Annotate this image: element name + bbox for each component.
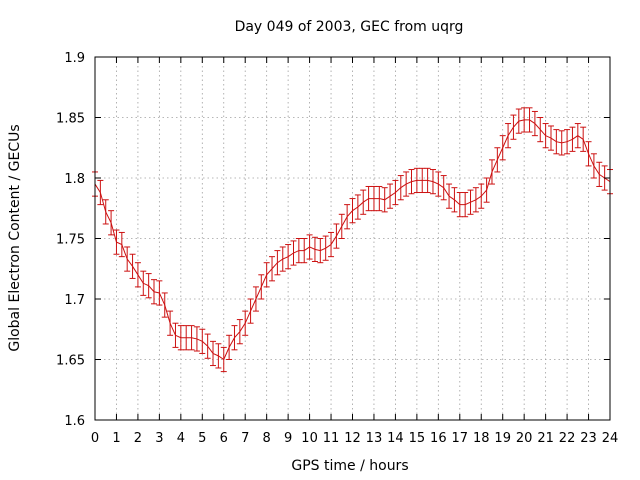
y-tick-label: 1.65 [56, 354, 85, 369]
axis-layer: 0 1 2 3 4 5 6 7 8 9 10 11 12 13 14 15 16 17 18 19 20 21 22 23 24… [56, 51, 618, 446]
x-tick-label: 9 [284, 431, 292, 446]
y-tick-label: 1.6 [64, 414, 85, 429]
x-tick-label: 8 [263, 431, 271, 446]
x-tick-label: 24 [602, 431, 619, 446]
x-tick-label: 5 [198, 431, 206, 446]
x-tick-label: 19 [494, 431, 511, 446]
x-tick-label: 13 [366, 431, 383, 446]
x-tick-label: 18 [473, 431, 490, 446]
x-tick-label: 10 [301, 431, 318, 446]
y-tick-label: 1.85 [56, 112, 85, 127]
grid-layer [95, 57, 610, 420]
x-tick-label: 11 [323, 431, 340, 446]
x-tick-label: 21 [537, 431, 554, 446]
x-tick-label: 17 [452, 431, 469, 446]
x-tick-label: 6 [220, 431, 228, 446]
x-tick-label: 7 [241, 431, 249, 446]
y-tick-label: 1.8 [64, 172, 85, 187]
x-tick-label: 14 [387, 431, 404, 446]
x-tick-label: 0 [91, 431, 99, 446]
y-axis-title: Global Electron Content / GECUs [7, 124, 23, 351]
x-tick-label: 4 [177, 431, 185, 446]
x-axis-title: GPS time / hours [291, 458, 408, 474]
x-tick-label: 22 [559, 431, 576, 446]
x-tick-label: 16 [430, 431, 447, 446]
y-tick-label: 1.9 [64, 51, 85, 66]
x-tick-label: 12 [344, 431, 361, 446]
x-tick-label: 23 [580, 431, 597, 446]
series-layer [92, 107, 613, 373]
y-tick-label: 1.7 [64, 293, 85, 308]
x-tick-label: 15 [409, 431, 426, 446]
x-tick-label: 2 [134, 431, 142, 446]
y-tick-label: 1.75 [56, 233, 85, 248]
x-tick-label: 20 [516, 431, 533, 446]
x-tick-label: 1 [112, 431, 120, 446]
chart-title: Day 049 of 2003, GEC from uqrg [235, 19, 464, 35]
x-tick-label: 3 [155, 431, 163, 446]
